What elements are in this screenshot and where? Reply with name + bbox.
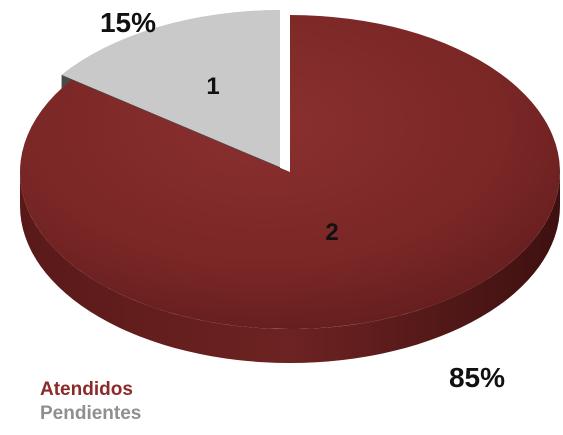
legend-item-pendientes: Pendientes (40, 403, 142, 424)
slice-number-label-2: 2 (325, 219, 338, 246)
slice-number-label-1: 1 (206, 73, 219, 100)
percent-label-pendientes: 15% (100, 7, 156, 38)
pie-slice-atendidos (20, 15, 561, 330)
pie-slice-atendidos-side (20, 172, 560, 363)
legend: Atendidos Pendientes (40, 378, 141, 426)
legend-item-atendidos: Atendidos (40, 379, 133, 400)
pie-slice-pendientes (61, 10, 280, 167)
percent-label-atendidos: 85% (449, 362, 505, 393)
